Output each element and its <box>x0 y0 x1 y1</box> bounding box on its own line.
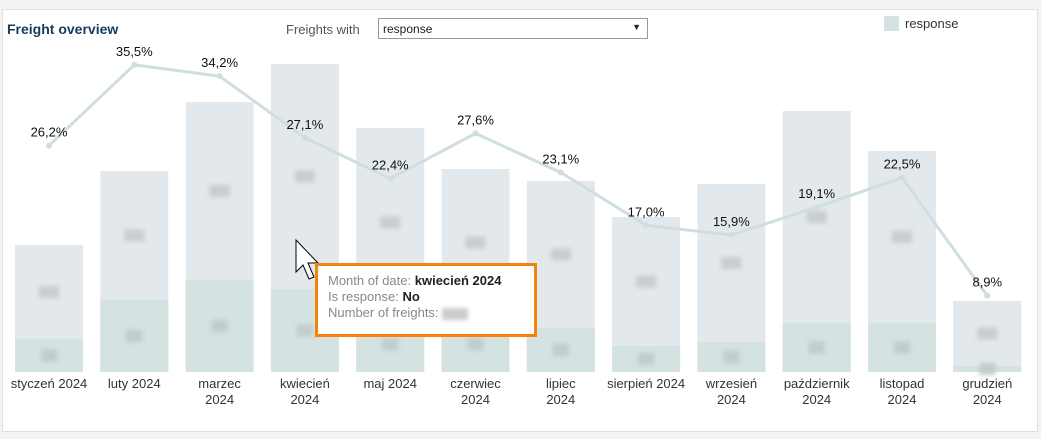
redacted-label <box>638 353 655 365</box>
data-label: 27,1% <box>286 117 323 132</box>
redacted-label <box>806 211 827 223</box>
line-point <box>216 73 223 80</box>
x-tick-label: marzec 2024 <box>198 376 241 407</box>
redacted-label <box>550 248 571 261</box>
x-tick-label: styczeń 2024 <box>11 376 88 391</box>
tooltip-label-month: Month of date: <box>328 273 415 288</box>
data-label: 15,9% <box>713 214 750 229</box>
x-tick-label: czerwiec 2024 <box>450 376 501 407</box>
redacted-label <box>636 275 657 288</box>
redacted-label <box>894 341 910 354</box>
line-point <box>813 204 820 211</box>
redacted-label <box>294 170 315 183</box>
data-label: 35,5% <box>116 44 153 59</box>
line-point <box>301 134 308 141</box>
redacted-label <box>977 327 998 340</box>
line-point <box>131 61 138 68</box>
x-tick-label: kwiecień 2024 <box>280 376 330 407</box>
select-value: response <box>383 22 433 36</box>
x-tick-label: październik 2024 <box>784 376 850 407</box>
legend-swatch <box>884 16 899 31</box>
line-point <box>643 222 650 229</box>
redacted-label <box>382 338 399 351</box>
line-point <box>984 292 991 299</box>
line-point <box>46 142 52 149</box>
line-point <box>472 130 479 137</box>
tooltip-value-response: No <box>402 289 420 304</box>
redacted-label <box>124 229 145 242</box>
x-tick-label: grudzień 2024 <box>962 376 1012 407</box>
redacted-label <box>126 330 143 342</box>
tooltip-label-count: Number of freights: <box>328 305 443 320</box>
legend-label: response <box>905 16 959 31</box>
chart-title: Freight overview <box>7 21 119 37</box>
redacted-label <box>808 341 825 354</box>
data-label: 8,9% <box>972 275 1002 290</box>
redacted-label <box>296 324 313 337</box>
data-label: 27,6% <box>457 112 494 127</box>
tooltip-value-month: kwiecień 2024 <box>414 273 502 288</box>
dropdown-arrow-icon: ▼ <box>632 22 641 32</box>
data-label: 34,2% <box>201 55 238 70</box>
x-tick-label: listopad 2024 <box>880 376 925 407</box>
redacted-label <box>723 351 740 363</box>
data-label: 19,1% <box>798 186 835 201</box>
x-tick-label: sierpień 2024 <box>607 376 685 391</box>
line-point <box>728 231 735 238</box>
response-share-line <box>47 63 989 297</box>
x-tick-label: lipiec 2024 <box>546 376 576 407</box>
data-label: 22,5% <box>884 157 921 172</box>
data-label: 22,4% <box>372 158 409 173</box>
tooltip: Month of date: kwiecień 2024 Is response… <box>315 263 537 337</box>
redacted-label <box>892 231 912 243</box>
data-label: 17,0% <box>628 204 665 219</box>
data-label: 26,2% <box>31 125 68 140</box>
redacted-label <box>39 286 59 298</box>
redacted-label <box>209 185 230 197</box>
tooltip-label-response: Is response: <box>328 289 403 304</box>
data-label: 23,1% <box>542 151 579 166</box>
x-tick-label: wrzesień 2024 <box>705 376 757 407</box>
legend: response <box>884 16 958 31</box>
redacted-label <box>721 257 742 269</box>
filter-label: Freights with <box>286 22 360 37</box>
freights-with-select[interactable]: response ▼ <box>378 18 648 39</box>
redacted-label <box>552 344 569 356</box>
redacted-value <box>442 307 469 320</box>
line-point <box>899 174 905 181</box>
bar-total <box>697 184 766 372</box>
x-tick-label: maj 2024 <box>363 376 416 391</box>
x-tick-label: luty 2024 <box>108 376 161 391</box>
redacted-label <box>467 338 484 350</box>
redacted-label <box>465 236 486 249</box>
line-point <box>387 175 394 182</box>
redacted-label <box>211 320 228 332</box>
line-point <box>557 169 564 176</box>
redacted-label <box>380 216 401 229</box>
redacted-label <box>41 349 57 362</box>
redacted-label <box>979 363 996 375</box>
chart-panel <box>2 9 1038 432</box>
